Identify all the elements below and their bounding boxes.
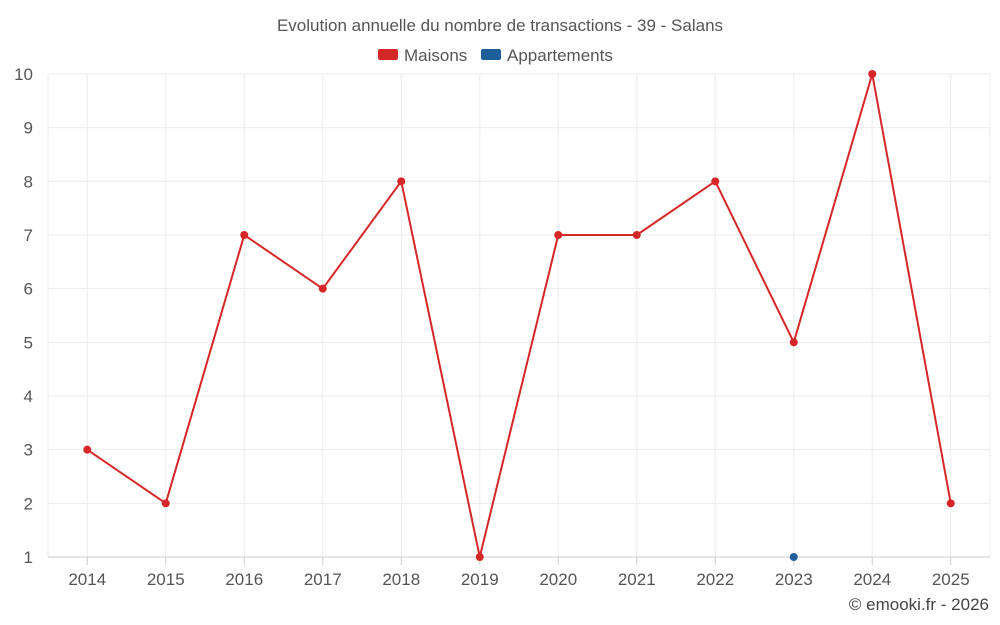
data-point-maisons-2023[interactable]	[789, 338, 798, 347]
data-point-maisons-2018[interactable]	[397, 177, 406, 186]
grid	[47, 73, 991, 557]
y-tick-label: 1	[24, 548, 33, 567]
data-point-maisons-2024[interactable]	[868, 70, 877, 78]
data-point-maisons-2017[interactable]	[318, 284, 327, 293]
data-point-appartements-2023[interactable]	[789, 553, 798, 561]
legend-label-appartements: Appartements	[507, 46, 613, 65]
x-tick-label: 2019	[461, 570, 499, 589]
x-tick-label: 2017	[304, 570, 342, 589]
x-tick-label: 2016	[225, 570, 263, 589]
x-tick-label: 2025	[932, 570, 970, 589]
y-tick-label: 9	[24, 119, 33, 138]
x-tick-label: 2014	[68, 570, 106, 589]
series-line-maisons	[86, 73, 952, 558]
data-point-maisons-2025[interactable]	[946, 499, 955, 508]
x-tick-label: 2021	[618, 570, 656, 589]
legend-swatch-maisons	[378, 49, 398, 60]
y-tick-label: 7	[24, 226, 33, 245]
legend-item-appartements[interactable]: Appartements	[481, 46, 613, 65]
y-tick-label: 4	[24, 387, 33, 406]
credit-text: © emooki.fr - 2026	[849, 595, 989, 614]
data-point-maisons-2022[interactable]	[711, 177, 720, 186]
legend-item-maisons[interactable]: Maisons	[378, 46, 467, 65]
legend-swatch-appartements	[481, 49, 501, 60]
data-point-maisons-2021[interactable]	[632, 231, 641, 239]
x-tick-label: 2020	[539, 570, 577, 589]
y-tick-label: 3	[24, 441, 33, 460]
y-tick-label: 8	[24, 172, 33, 191]
series-appartements	[789, 553, 798, 561]
data-point-maisons-2019[interactable]	[475, 553, 484, 561]
series-maisons	[83, 70, 955, 561]
y-axis: 1 2 3 4 5 6 7 8 9 10	[14, 65, 33, 567]
series	[83, 70, 955, 561]
x-tick-label: 2022	[696, 570, 734, 589]
y-tick-label: 10	[14, 65, 33, 84]
y-tick-label: 2	[24, 494, 33, 513]
y-tick-label: 5	[24, 333, 33, 352]
y-tick-label: 6	[24, 280, 33, 299]
data-point-maisons-2014[interactable]	[83, 445, 92, 454]
legend-label-maisons: Maisons	[404, 46, 467, 65]
x-axis: 2014 2015 2016 2017 2018 2019 2020 2021 2022 2023…	[48, 556, 990, 589]
x-tick-label: 2018	[382, 570, 420, 589]
x-tick-label: 2015	[147, 570, 185, 589]
x-tick-label: 2024	[853, 570, 891, 589]
chart-title: Evolution annuelle du nombre de transact…	[277, 16, 723, 35]
x-tick-label: 2023	[775, 570, 813, 589]
data-point-maisons-2015[interactable]	[161, 499, 170, 508]
data-point-maisons-2020[interactable]	[554, 231, 563, 239]
legend: Maisons Appartements	[378, 46, 613, 65]
data-point-maisons-2016[interactable]	[240, 231, 249, 239]
